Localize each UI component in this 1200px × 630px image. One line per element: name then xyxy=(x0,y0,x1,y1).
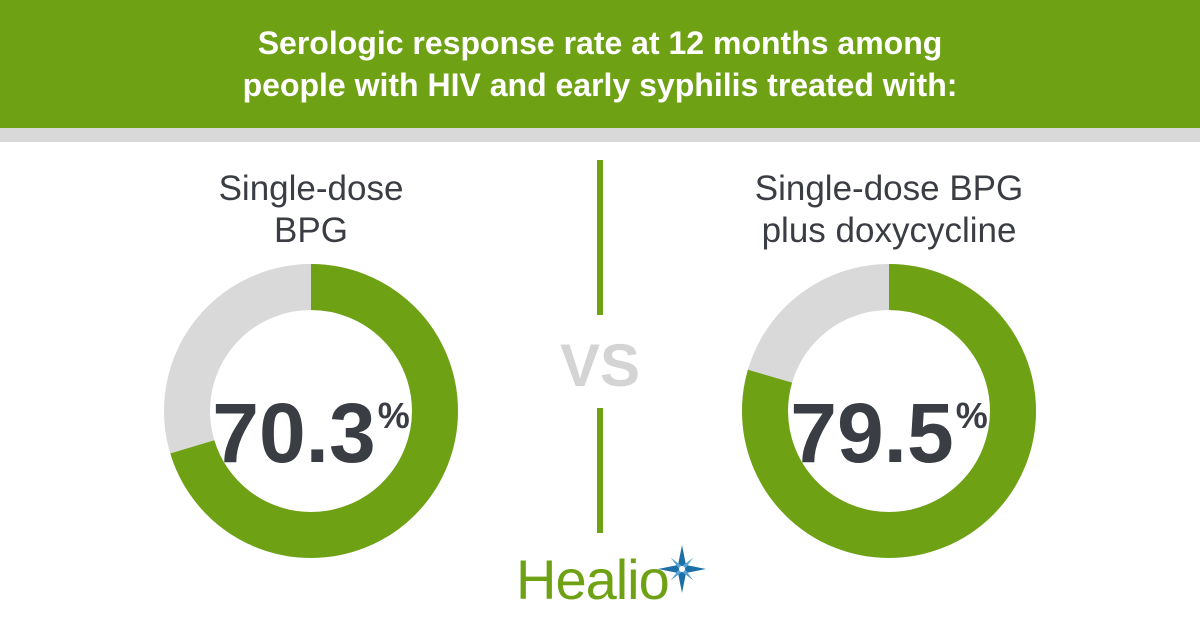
right-chart-label-line-1: Single-dose BPG xyxy=(754,169,1024,208)
left-chart-value: 70.3% xyxy=(161,366,461,508)
right-chart-value-number: 79.5 xyxy=(790,386,954,480)
right-chart-label: Single-dose BPG plus doxycycline xyxy=(689,168,1089,252)
left-chart-value-unit: % xyxy=(377,395,410,436)
right-donut-value-arc xyxy=(742,264,1036,558)
right-chart-value: 79.5% xyxy=(739,366,1039,508)
header-divider-band xyxy=(0,128,1200,142)
left-chart-label-line-2: BPG xyxy=(274,211,348,250)
left-chart-value-number: 70.3 xyxy=(212,386,376,480)
left-donut-value-arc xyxy=(164,264,458,558)
left-chart-label-line-1: Single-dose xyxy=(218,169,404,208)
vs-label: VS xyxy=(559,332,641,399)
left-chart-label: Single-dose BPG xyxy=(111,168,511,252)
divider-top xyxy=(597,160,603,315)
header-title-line-2: people with HIV and early syphilis treat… xyxy=(242,67,958,103)
header-banner: Serologic response rate at 12 months amo… xyxy=(0,0,1200,128)
logo-wordmark: Healio xyxy=(516,548,670,611)
divider-bottom xyxy=(597,408,603,533)
right-chart-value-unit: % xyxy=(955,395,988,436)
star-icon xyxy=(658,545,706,593)
header-title-line-1: Serologic response rate at 12 months amo… xyxy=(257,25,943,61)
right-chart-label-line-2: plus doxycycline xyxy=(761,211,1017,250)
